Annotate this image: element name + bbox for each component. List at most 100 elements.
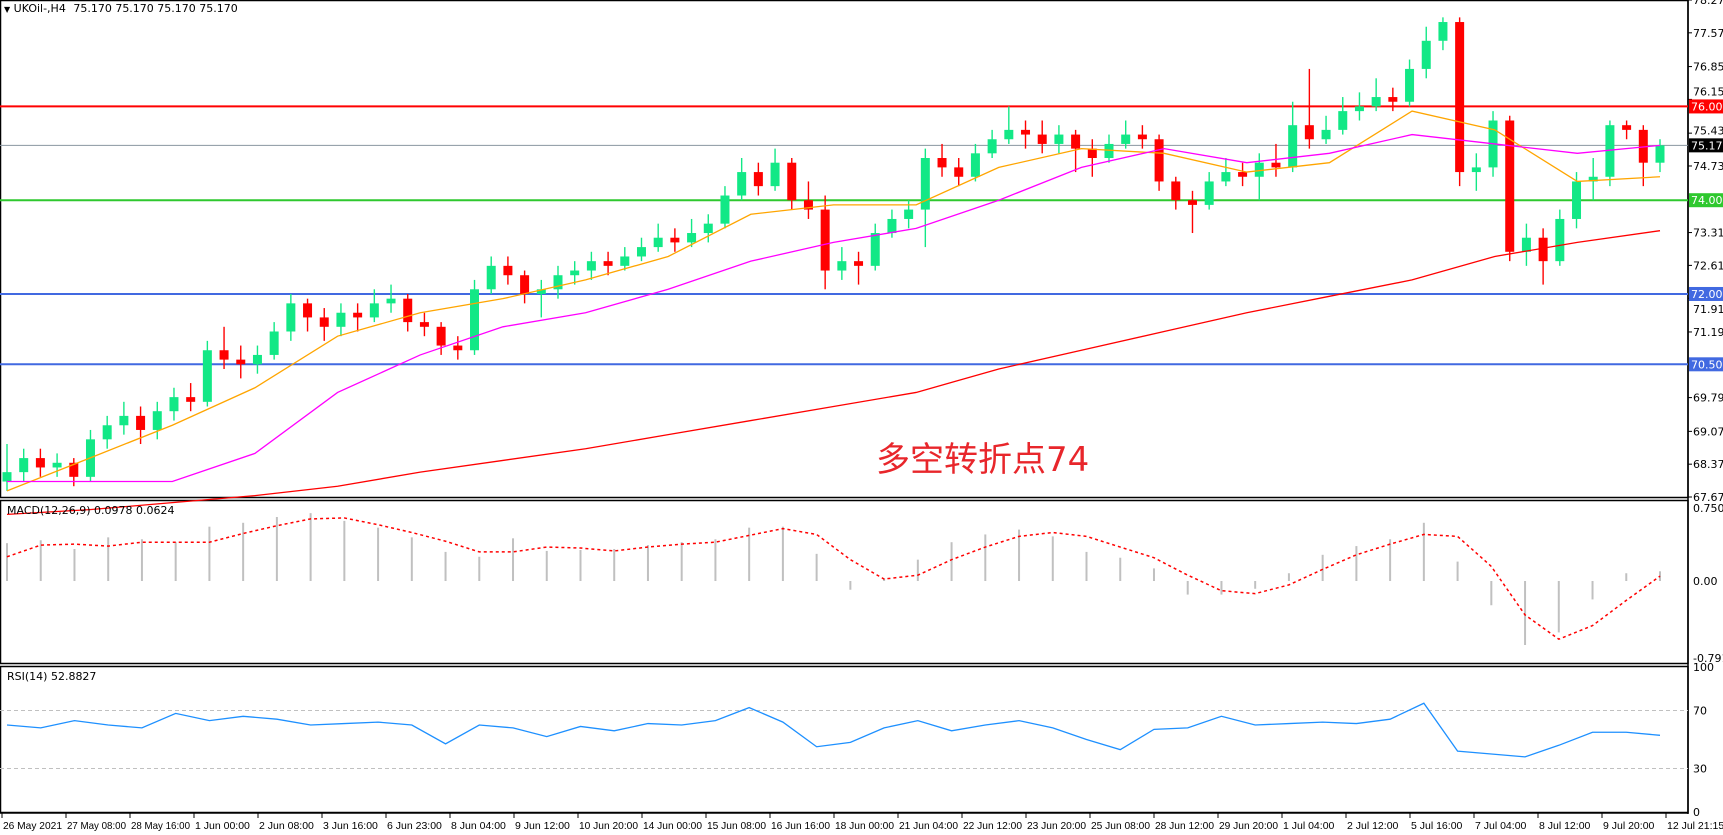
time-tick-label: 7 Jul 04:00 xyxy=(1475,820,1527,832)
candle xyxy=(353,303,363,332)
level-label-box xyxy=(1689,193,1723,208)
candle xyxy=(1505,115,1515,262)
time-tick-label: 8 Jun 04:00 xyxy=(451,820,506,832)
ohlc-readout: 75.170 75.170 75.170 75.170 xyxy=(73,2,238,15)
level-label: 76.000 xyxy=(1691,100,1723,113)
candle xyxy=(2,444,12,491)
candle-body xyxy=(553,275,563,290)
candle-body xyxy=(19,458,29,473)
candle-body xyxy=(1638,129,1648,163)
candle xyxy=(737,158,747,201)
time-tick-label: 25 Jun 08:00 xyxy=(1091,820,1150,832)
candle-body xyxy=(470,289,480,351)
candle xyxy=(1321,115,1331,144)
level-label-box xyxy=(1689,286,1723,301)
candle xyxy=(1054,125,1064,154)
candle-body xyxy=(1555,218,1565,262)
candle-body xyxy=(1304,125,1314,140)
candle-body xyxy=(720,195,730,224)
price-panel[interactable] xyxy=(0,17,1688,515)
price-tick-label: 71.910 xyxy=(1693,303,1723,316)
candle xyxy=(286,293,296,341)
time-tick-label: 15 Jun 08:00 xyxy=(707,820,766,832)
candle xyxy=(119,401,129,435)
annotation-text: 多空转折点74 xyxy=(876,440,1090,480)
candle xyxy=(1655,139,1665,173)
current-price-label: 75.170 xyxy=(1691,139,1723,152)
time-tick-label: 29 Jun 20:00 xyxy=(1219,820,1278,832)
level-label-box xyxy=(1689,357,1723,372)
candle xyxy=(1471,153,1481,191)
candle-body xyxy=(570,270,580,276)
candle-body xyxy=(1254,162,1264,177)
candle-body xyxy=(1238,172,1248,177)
candle xyxy=(219,326,229,369)
candle-body xyxy=(119,415,129,426)
candle xyxy=(803,181,813,219)
price-tick-label: 67.670 xyxy=(1693,491,1723,504)
candle-body xyxy=(1421,40,1431,69)
candle-body xyxy=(1588,176,1598,182)
time-tick-label: 5 Jul 16:00 xyxy=(1411,820,1463,832)
candle-body xyxy=(269,331,279,355)
candle xyxy=(1338,97,1348,135)
candle xyxy=(753,162,763,196)
candle-body xyxy=(620,256,630,266)
candle-body xyxy=(603,261,613,266)
moving-average-ma_mid xyxy=(7,133,1661,483)
candle xyxy=(1154,134,1164,191)
candle xyxy=(837,247,847,280)
candle xyxy=(1204,172,1214,210)
price-tick-label: 76.150 xyxy=(1693,85,1723,98)
candle xyxy=(1388,87,1398,112)
candle-body xyxy=(1221,172,1231,182)
time-tick-label: 1 Jun 00:00 xyxy=(195,820,250,832)
candle-body xyxy=(803,200,813,210)
candle xyxy=(102,415,112,449)
time-tick-label: 14 Jun 00:00 xyxy=(643,820,702,832)
rsi-tick-label: 100 xyxy=(1693,661,1714,674)
time-tick-label: 18 Jun 00:00 xyxy=(835,820,894,832)
candle-body xyxy=(920,158,930,210)
candle xyxy=(1354,92,1364,121)
candle-body xyxy=(1438,22,1448,41)
candle xyxy=(1037,120,1047,154)
candle-body xyxy=(35,458,45,468)
candle-body xyxy=(987,139,997,154)
candle-body xyxy=(1538,237,1548,262)
level-label-box xyxy=(1689,99,1723,114)
macd-panel[interactable] xyxy=(6,513,1661,646)
candle xyxy=(636,237,646,262)
rsi-panel[interactable] xyxy=(0,702,1688,769)
price-tick-label: 76.850 xyxy=(1693,61,1723,74)
candle-body xyxy=(636,247,646,257)
time-tick-label: 9 Jul 20:00 xyxy=(1603,820,1655,832)
candle-body xyxy=(369,303,379,318)
time-tick-label: 27 May 08:00 xyxy=(67,820,126,832)
candle xyxy=(603,251,613,276)
candle xyxy=(1638,125,1648,187)
candle-body xyxy=(820,209,830,271)
candle-body xyxy=(186,397,196,402)
candle xyxy=(570,261,580,285)
candle-body xyxy=(52,462,62,468)
candle xyxy=(1071,129,1081,173)
candle xyxy=(1104,134,1114,163)
dropdown-triangle-icon[interactable]: ▼ xyxy=(4,5,11,14)
macd-title: MACD(12,26,9) 0.0978 0.0624 xyxy=(7,504,175,517)
candle-body xyxy=(353,312,363,318)
candle xyxy=(1087,139,1097,177)
candle xyxy=(403,293,413,332)
candle-body xyxy=(1187,200,1197,205)
candle-body xyxy=(954,167,964,177)
candle xyxy=(520,270,530,304)
macd-signal-line xyxy=(6,517,1661,641)
candle xyxy=(503,256,513,285)
candle xyxy=(1588,158,1598,201)
price-tick-label: 78.270 xyxy=(1693,0,1723,7)
candle-body xyxy=(1054,134,1064,144)
candle-body xyxy=(236,359,246,365)
time-tick-label: 12 Jul 21:15 xyxy=(1667,820,1723,832)
candle-body xyxy=(1455,22,1465,173)
